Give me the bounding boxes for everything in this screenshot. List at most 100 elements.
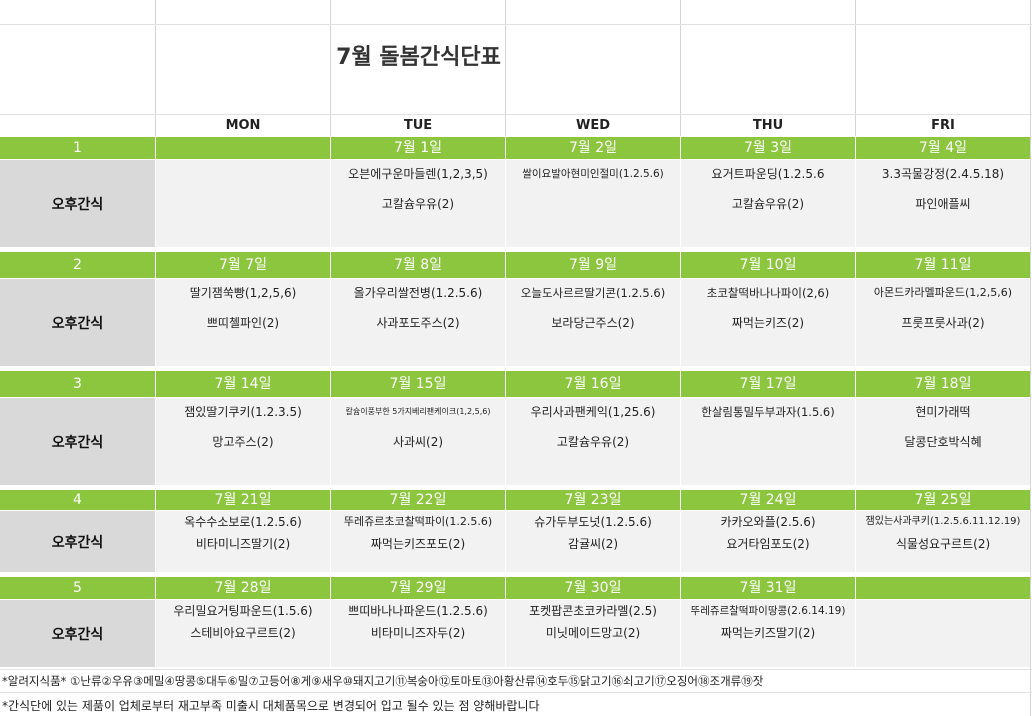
menu-cell: 요거트파운딩(1.2.5.6 고칼슘우유(2): [681, 160, 855, 247]
week-row: 1 7월 1일 7월 2일 7월 3일 7월 4일 오후간식 오븐에구운마들렌(…: [0, 137, 1032, 247]
date-band: 7월 7일: [156, 252, 330, 278]
menu-cell: 쌀이요발아현미인절미(1.2.5.6): [506, 160, 680, 247]
menu-drink: 비타미니즈딸기(2): [195, 537, 291, 551]
menu-item: 3.3곡물강정(2.4.5.18): [881, 167, 1005, 181]
menu-cell: [156, 160, 330, 247]
menu-drink: 고칼슘우유(2): [556, 435, 630, 449]
menu-drink: 비타미니즈자두(2): [370, 626, 466, 640]
menu-cell: 딸기잼쑥빵(1,2,5,6) 쁘띠첼파인(2): [156, 279, 330, 366]
day-header-thu: THU: [752, 118, 784, 133]
menu-drink: 식물성요구르트(2): [895, 537, 991, 551]
date-band: 7월 8일: [331, 252, 505, 278]
allergy-note: *알려지식품* ①난류②우유③메밀④땅콩⑤대두⑥밀⑦고등어⑧게⑨새우⑩돼지고기⑪…: [2, 674, 764, 688]
menu-cell: 우리사과팬케익(1,25.6) 고칼슘우유(2): [506, 398, 680, 485]
menu-drink: 보라당근주스(2): [551, 316, 635, 330]
date-band: 7월 2일: [506, 137, 680, 159]
week-number: 3: [0, 371, 155, 397]
date-band: 7월 3일: [681, 137, 855, 159]
menu-cell: 옥수수소보로(1.2.5.6) 비타미니즈딸기(2): [156, 511, 330, 572]
menu-drink: 감귤씨(2): [567, 537, 619, 551]
date-band: 7월 14일: [156, 371, 330, 397]
menu-item: 오븐에구운마들렌(1,2,3,5): [348, 167, 488, 181]
day-header-mon: MON: [225, 118, 261, 133]
menu-drink: 망고주스(2): [212, 435, 274, 449]
day-header-fri: FRI: [931, 118, 955, 133]
snack-label: 오후간식: [0, 511, 155, 572]
menu-drink: 고칼슘우유(2): [381, 197, 455, 211]
date-band: 7월 31일: [681, 577, 855, 599]
menu-drink: 스테비아요구르트(2): [190, 626, 296, 640]
menu-item: 우리사과팬케익(1,25.6): [530, 405, 656, 419]
week-number: 1: [0, 137, 155, 159]
menu-item: 초코찰떡바나나파이(2,6): [706, 286, 830, 300]
menu-item: 잼있딸기쿠키(1.2.3.5): [184, 405, 302, 419]
date-band: 7월 4일: [856, 137, 1030, 159]
date-band: 7월 1일: [331, 137, 505, 159]
menu-item: 요거트파운딩(1.2.5.6: [711, 167, 825, 181]
menu-cell: 쁘띠바나나파운드(1.2.5.6) 비타미니즈자두(2): [331, 600, 505, 667]
date-band: 7월 18일: [856, 371, 1030, 397]
menu-drink: 짜먹는키즈딸기(2): [720, 626, 816, 640]
menu-cell: 슈가두부도넛(1.2.5.6) 감귤씨(2): [506, 511, 680, 572]
menu-cell: 우리밀요거팅파운드(1.5.6) 스테비아요구르트(2): [156, 600, 330, 667]
menu-cell: 올가우리쌀전병(1.2.5.6) 사과포도주스(2): [331, 279, 505, 366]
day-header-wed: WED: [575, 118, 610, 133]
menu-cell: [856, 600, 1030, 667]
menu-item: 우리밀요거팅파운드(1.5.6): [173, 604, 313, 618]
week-row: 5 7월 28일 7월 29일 7월 30일 7월 31일 오후간식 우리밀요거…: [0, 577, 1032, 667]
date-band: 7월 17일: [681, 371, 855, 397]
menu-drink: 사과씨(2): [392, 435, 444, 449]
week-row: 4 7월 21일 7월 22일 7월 23일 7월 24일 7월 25일 오후간…: [0, 490, 1032, 572]
date-band: 7월 15일: [331, 371, 505, 397]
menu-item: 쌀이요발아현미인절미(1.2.5.6): [522, 168, 664, 180]
date-band: 7월 9일: [506, 252, 680, 278]
snack-label: 오후간식: [0, 279, 155, 366]
menu-cell: 현미가래떡 달콩단호박식혜: [856, 398, 1030, 485]
menu-cell: 포켓팝콘초코카라멜(2.5) 미닛메이드망고(2): [506, 600, 680, 667]
date-band: 7월 16일: [506, 371, 680, 397]
date-band: 7월 11일: [856, 252, 1030, 278]
menu-drink: 미닛메이드망고(2): [545, 626, 641, 640]
snack-label: 오후간식: [0, 160, 155, 247]
week-number: 5: [0, 577, 155, 599]
page-title: 7월 돌봄간식단표: [336, 45, 501, 70]
grid-line: [155, 0, 156, 136]
grid-line: [855, 0, 856, 136]
menu-item: 카카오와플(2.5.6): [720, 515, 816, 529]
week-number: 2: [0, 252, 155, 278]
menu-drink: 프룻프룻사과(2): [901, 316, 985, 330]
menu-drink: 달콩단호박식혜: [904, 435, 982, 449]
menu-item: 칼슘이풍부한 5가지베리팬케이크(1,2,5,6): [345, 407, 491, 416]
grid-line: [0, 114, 1032, 115]
menu-item: 아몬드카라멜파운드(1,2,5,6): [873, 286, 1013, 299]
menu-item: 뚜레쥬르찰떡파이땅콩(2.6.14.19): [690, 605, 846, 617]
menu-item: 슈가두부도넛(1.2.5.6): [534, 515, 652, 529]
menu-item: 잼있는사과쿠키(1.2.5.6.11.12.19): [865, 516, 1021, 527]
date-band: 7월 30일: [506, 577, 680, 599]
grid-line: [1030, 0, 1031, 716]
menu-item: 한살림통밀두부과자(1.5.6): [701, 405, 835, 419]
menu-drink: 사과포도주스(2): [376, 316, 460, 330]
menu-cell: 잼있딸기쿠키(1.2.3.5) 망고주스(2): [156, 398, 330, 485]
menu-drink: 짜먹는키즈포도(2): [370, 537, 466, 551]
menu-item: 뚜레쥬르초코찰떡파이(1.2.5.6): [343, 515, 493, 528]
grid-line: [0, 24, 1032, 25]
menu-item: 현미가래떡: [915, 405, 971, 419]
date-band: 7월 25일: [856, 490, 1030, 510]
grid-line: [330, 0, 331, 136]
menu-drink: 쁘띠첼파인(2): [206, 316, 280, 330]
date-band: 7월 22일: [331, 490, 505, 510]
week-row: 2 7월 7일 7월 8일 7월 9일 7월 10일 7월 11일 오후간식 딸…: [0, 252, 1032, 366]
menu-drink: 요거타임포도(2): [726, 537, 810, 551]
menu-item: 포켓팝콘초코카라멜(2.5): [529, 604, 657, 618]
snack-label: 오후간식: [0, 398, 155, 485]
menu-item: 올가우리쌀전병(1.2.5.6): [353, 286, 483, 300]
menu-item: 쁘띠바나나파운드(1.2.5.6): [348, 604, 488, 618]
menu-cell: 3.3곡물강정(2.4.5.18) 파인애플씨: [856, 160, 1030, 247]
menu-cell: 잼있는사과쿠키(1.2.5.6.11.12.19) 식물성요구르트(2): [856, 511, 1030, 572]
day-header-tue: TUE: [403, 118, 433, 133]
menu-drink: 짜먹는키즈(2): [731, 316, 805, 330]
menu-cell: 오늘도사르르딸기콘(1.2.5.6) 보라당근주스(2): [506, 279, 680, 366]
menu-drink: 파인애플씨: [915, 197, 971, 211]
